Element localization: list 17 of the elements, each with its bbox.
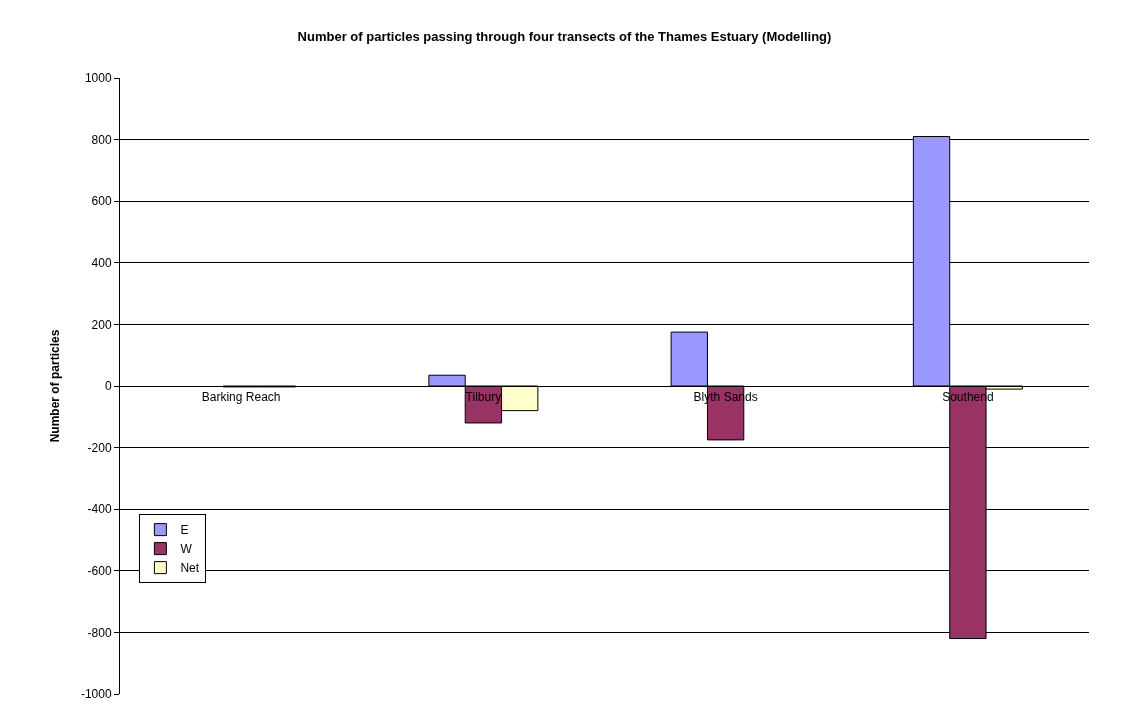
y-tick-label: 600 [91,194,112,209]
y-tick-label: -1000 [80,687,112,702]
y-axis-title: Number of particles [48,329,63,443]
legend-label: Net [180,561,200,576]
legend-label: E [180,523,189,538]
y-tick-label: 1000 [84,71,112,86]
y-tick-label: 400 [91,256,112,270]
y-tick-label: -400 [87,502,112,517]
y-tick-label: 200 [91,317,112,332]
y-tick-label: -800 [87,625,112,640]
y-tick-label: 0 [104,379,112,394]
chart-title: Number of particles passing through four transects of the Thames Estuary (Modelling) [297,28,832,44]
y-tick-label: -600 [87,564,112,578]
legend-label: W [180,542,193,557]
x-tick-label: Barking Reach [201,390,281,405]
y-tick-label: 800 [91,132,112,147]
y-tick-label: -200 [87,440,112,455]
